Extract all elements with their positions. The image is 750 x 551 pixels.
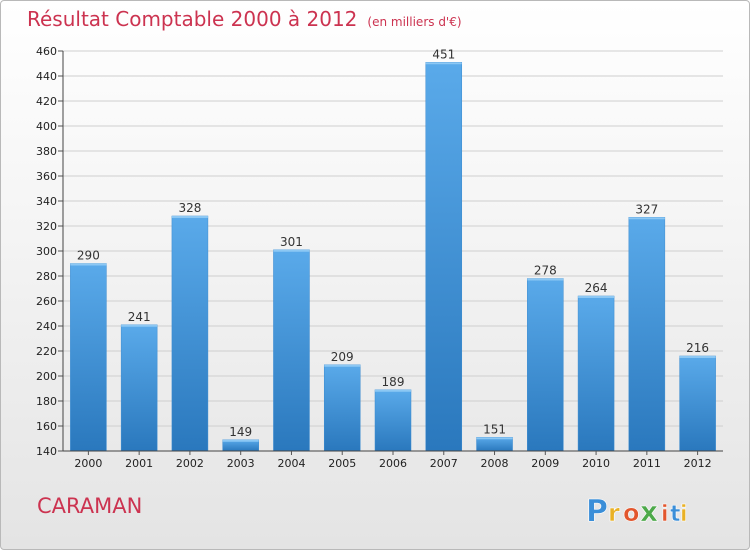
value-label-2002: 328 bbox=[178, 201, 201, 215]
y-tick-label-340: 340 bbox=[36, 195, 57, 208]
y-tick-label-240: 240 bbox=[36, 320, 57, 333]
bar-2000 bbox=[70, 263, 107, 452]
x-tick-label-2001: 2001 bbox=[125, 457, 153, 470]
x-tick-label-2000: 2000 bbox=[74, 457, 102, 470]
logo-letter-1: P bbox=[586, 494, 608, 529]
y-tick-label-400: 400 bbox=[36, 120, 57, 133]
y-tick-label-440: 440 bbox=[36, 70, 57, 83]
y-tick-label-260: 260 bbox=[36, 295, 57, 308]
logo-letter-3: o bbox=[623, 499, 640, 527]
y-tick-label-200: 200 bbox=[36, 370, 57, 383]
x-tick-label-2006: 2006 bbox=[379, 457, 407, 470]
axes: 140 160 180 200 220 240 260 280 300 320 340 360 380 4… bbox=[36, 45, 723, 470]
logo-letter-6: t bbox=[670, 502, 681, 527]
y-tick-label-380: 380 bbox=[36, 145, 57, 158]
y-tick-label-160: 160 bbox=[36, 420, 57, 433]
x-tick-label-2012: 2012 bbox=[684, 457, 712, 470]
y-tick-label-460: 460 bbox=[36, 45, 57, 58]
value-label-2001: 241 bbox=[128, 310, 151, 324]
logo-letter-7: i bbox=[680, 502, 688, 527]
bar-2012 bbox=[679, 355, 716, 452]
y-tick-label-180: 180 bbox=[36, 395, 57, 408]
y-tick-label-360: 360 bbox=[36, 170, 57, 183]
logo-letter-5: i bbox=[661, 502, 669, 527]
x-tick-label-2007: 2007 bbox=[430, 457, 458, 470]
y-tick-label-140: 140 bbox=[36, 445, 57, 458]
value-labels: 290 241 328 149 301 209 189 451 151 278 264 327 216 bbox=[77, 47, 709, 439]
city-name: CARAMAN bbox=[37, 494, 143, 518]
bar-2011 bbox=[628, 217, 666, 452]
bar-2007 bbox=[425, 62, 463, 452]
x-tick-label-2003: 2003 bbox=[227, 457, 255, 470]
x-tick-label-2005: 2005 bbox=[328, 457, 356, 470]
bar-2002 bbox=[171, 215, 209, 452]
y-tick-label-320: 320 bbox=[36, 220, 57, 233]
bar-2004 bbox=[273, 249, 310, 452]
value-label-2000: 290 bbox=[77, 249, 100, 263]
title-unit: (en milliers d'€) bbox=[367, 15, 462, 29]
value-label-2011: 327 bbox=[635, 202, 658, 216]
bar-2005 bbox=[323, 364, 361, 452]
y-tick-label-420: 420 bbox=[36, 95, 57, 108]
value-label-2005: 209 bbox=[331, 350, 354, 364]
value-label-2006: 189 bbox=[382, 375, 405, 389]
value-label-2009: 278 bbox=[534, 264, 557, 278]
title-main: Résultat Comptable 2000 à 2012 bbox=[27, 7, 358, 31]
bar-2008 bbox=[476, 437, 513, 452]
value-label-2007: 451 bbox=[432, 47, 455, 61]
value-label-2008: 151 bbox=[483, 422, 506, 436]
value-label-2012: 216 bbox=[686, 341, 709, 355]
bar-2009 bbox=[527, 278, 564, 452]
value-label-2004: 301 bbox=[280, 235, 303, 249]
y-tick-label-220: 220 bbox=[36, 345, 57, 358]
x-tick-label-2004: 2004 bbox=[277, 457, 305, 470]
chart-title: Résultat Comptable 2000 à 2012 (en millie… bbox=[27, 7, 462, 31]
logo-letter-2: r bbox=[608, 499, 620, 527]
bar-2001 bbox=[120, 324, 158, 452]
y-tick-label-280: 280 bbox=[36, 270, 57, 283]
value-label-2010: 264 bbox=[585, 281, 608, 295]
x-tick-label-2008: 2008 bbox=[481, 457, 509, 470]
x-tick-label-2002: 2002 bbox=[176, 457, 204, 470]
x-tick-label-2010: 2010 bbox=[582, 457, 610, 470]
bars bbox=[70, 62, 716, 452]
y-tick-label-300: 300 bbox=[36, 245, 57, 258]
x-tick-label-2011: 2011 bbox=[633, 457, 661, 470]
x-tick-label-2009: 2009 bbox=[531, 457, 559, 470]
bar-2010 bbox=[577, 295, 615, 452]
value-label-2003: 149 bbox=[229, 425, 252, 439]
bar-2006 bbox=[374, 389, 412, 452]
logo-letter-4: x bbox=[640, 495, 658, 528]
